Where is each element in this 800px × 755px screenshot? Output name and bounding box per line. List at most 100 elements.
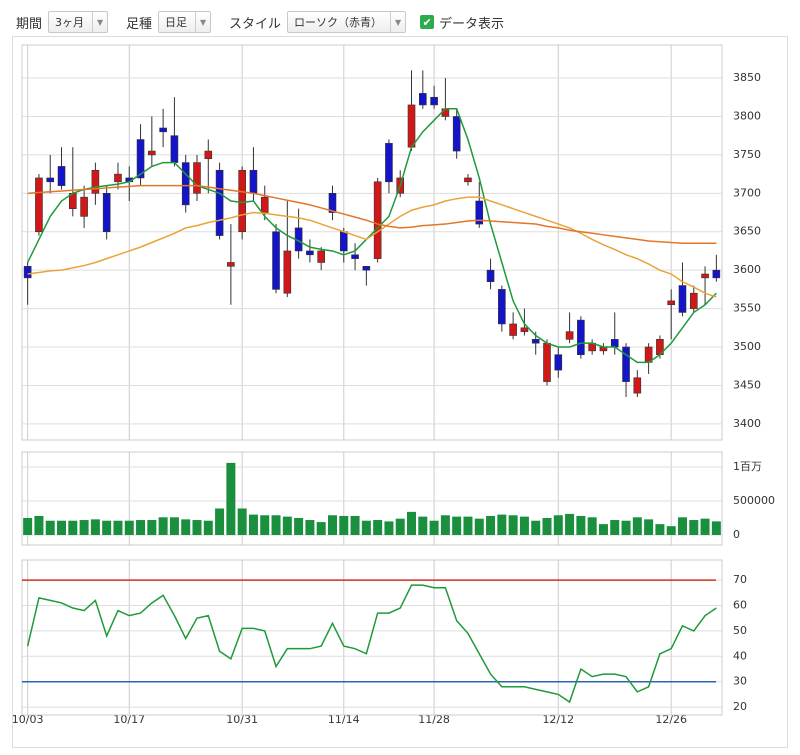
period-select[interactable]: 3ヶ月 ▼ <box>48 11 109 33</box>
period-label: 期間 <box>16 16 43 32</box>
volume-bar <box>158 517 168 535</box>
volume-bar <box>102 520 112 535</box>
volume-bar <box>23 517 33 535</box>
volume-bar <box>57 520 67 535</box>
volume-bar <box>418 516 428 535</box>
panel-frame <box>21 451 723 546</box>
bar-label: 足種 <box>126 16 153 32</box>
volume-bar <box>384 521 394 535</box>
candle-body <box>373 181 382 259</box>
candle-body <box>385 143 393 183</box>
volume-bar <box>700 518 710 535</box>
candle-body <box>633 377 642 394</box>
candle-body <box>272 231 280 290</box>
style-select[interactable]: ローソク（赤青） ▼ <box>287 11 407 33</box>
style-label: スタイル <box>229 16 282 32</box>
y-tick-label: 3450 <box>733 378 761 391</box>
candle-body <box>306 250 314 256</box>
volume-bar <box>79 520 89 535</box>
candle-body <box>114 173 122 183</box>
candle-body <box>80 196 88 217</box>
candle-body <box>475 200 484 225</box>
volume-bar <box>294 517 304 535</box>
panel-frame <box>21 44 723 441</box>
candle-body <box>181 162 190 206</box>
volume-bar <box>655 524 665 535</box>
x-tick-label: 11/28 <box>418 713 450 726</box>
candle-body <box>622 346 630 382</box>
y-tick-label: 3700 <box>733 186 761 199</box>
volume-bar <box>90 519 100 535</box>
volume-bar <box>136 520 146 535</box>
candle-body <box>249 169 258 194</box>
volume-bar <box>519 516 529 535</box>
candle-body <box>667 300 675 306</box>
candle-body <box>204 150 213 160</box>
volume-bar <box>34 515 44 535</box>
candle-body <box>701 273 709 279</box>
bar-select[interactable]: 日足 ▼ <box>158 11 212 33</box>
volume-bar <box>203 520 213 535</box>
candle-body <box>362 266 371 271</box>
volume-bar <box>350 515 360 535</box>
moving-average-line <box>26 108 717 364</box>
candle-body <box>227 262 235 267</box>
data-checkbox[interactable]: ✔ <box>420 15 435 29</box>
volume-bar <box>181 519 191 535</box>
candle-body <box>419 93 427 106</box>
volume-bar <box>260 515 270 535</box>
volume-bar <box>666 526 676 535</box>
candle-body <box>407 104 416 148</box>
candle-body <box>238 169 246 233</box>
volume-bar <box>192 520 202 535</box>
volume-bar <box>610 520 620 535</box>
candle-body <box>430 96 438 106</box>
volume-bar <box>508 515 518 535</box>
data-label: データ表示 <box>439 16 505 32</box>
volume-bar <box>124 520 134 535</box>
volume-bar <box>677 517 687 535</box>
candle-body <box>328 193 337 213</box>
volume-bar <box>497 514 507 535</box>
y-tick-label: 3500 <box>733 340 761 353</box>
x-tick-label: 10/03 <box>12 713 44 726</box>
candle-body <box>46 177 55 183</box>
y-tick-label: 3600 <box>733 263 761 276</box>
candle-body <box>57 166 66 186</box>
x-tick-label: 10/31 <box>226 713 258 726</box>
volume-bar <box>248 514 258 535</box>
x-tick-label: 12/26 <box>655 713 687 726</box>
style-value: ローソク（赤青） <box>294 16 383 29</box>
volume-bar <box>147 520 157 535</box>
panel-frame <box>21 559 723 716</box>
volume-bar <box>282 516 292 535</box>
volume-bar <box>45 520 55 535</box>
volume-bar <box>621 520 631 535</box>
volume-bar <box>339 515 349 535</box>
volume-bar <box>68 520 78 535</box>
volume-bar <box>463 516 473 535</box>
candle-body <box>283 250 292 294</box>
y-tick-label: 3750 <box>733 148 761 161</box>
candle-body <box>441 108 450 117</box>
volume-bar <box>429 520 439 535</box>
volume-bar <box>407 511 417 535</box>
candle-body <box>159 127 167 133</box>
candle-body <box>148 150 156 156</box>
volume-bar <box>531 520 541 535</box>
candle-body <box>486 269 495 282</box>
candle-body <box>464 177 472 183</box>
candle-body <box>339 231 348 252</box>
period-value: 3ヶ月 <box>55 16 85 29</box>
candle-body <box>543 342 551 382</box>
y-tick-label: 70 <box>733 573 747 586</box>
volume-bar <box>316 522 326 535</box>
candle-body <box>498 289 506 325</box>
y-tick-label: 20 <box>733 700 747 713</box>
candle-body <box>102 193 111 233</box>
x-tick-label: 10/17 <box>113 713 145 726</box>
volume-bar <box>644 519 654 535</box>
volume-bar <box>361 520 371 535</box>
y-tick-label: 40 <box>733 649 747 662</box>
